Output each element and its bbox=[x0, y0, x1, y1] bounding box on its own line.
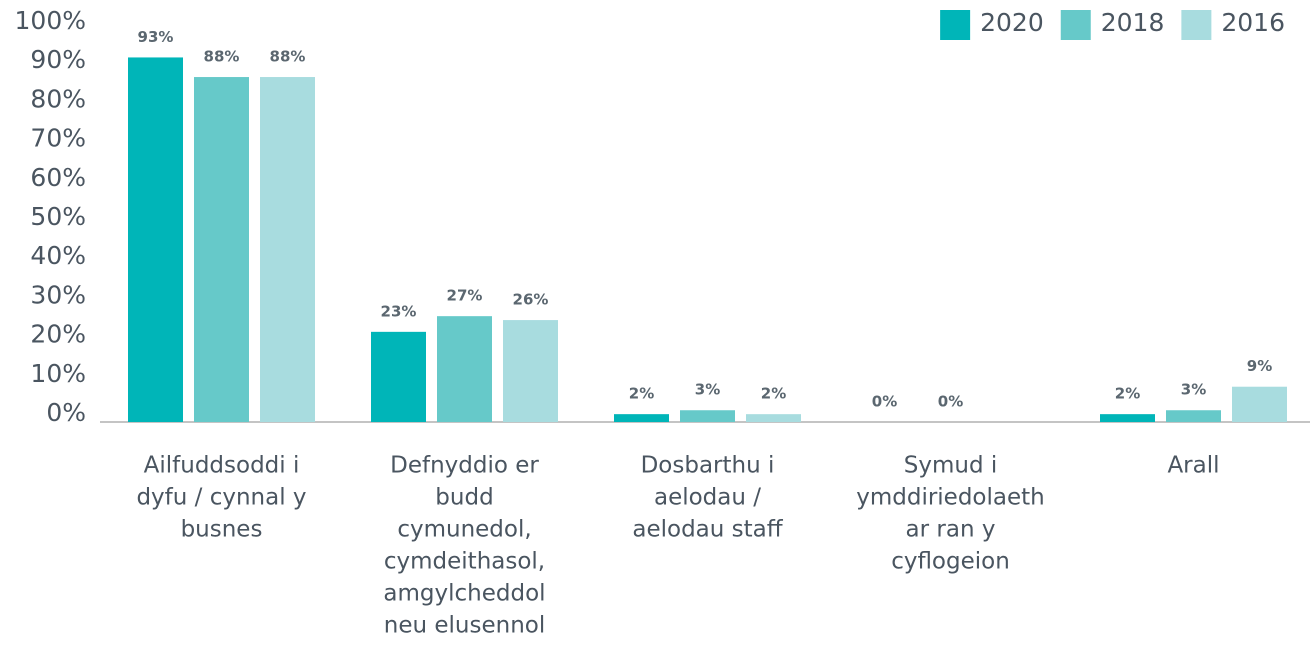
x-tick-label: Defnyddio er bbox=[390, 453, 539, 479]
y-tick-label: 30% bbox=[30, 280, 86, 309]
value-label: 0% bbox=[938, 393, 963, 411]
value-label: 9% bbox=[1247, 357, 1272, 375]
value-label: 2% bbox=[1115, 385, 1140, 403]
bar bbox=[1100, 414, 1155, 422]
bar bbox=[1232, 386, 1287, 422]
bar bbox=[680, 410, 735, 422]
value-label: 3% bbox=[1181, 381, 1206, 399]
x-tick-label: ar ran y bbox=[906, 517, 996, 543]
bar bbox=[194, 77, 249, 422]
value-label: 0% bbox=[872, 393, 897, 411]
x-tick-label: busnes bbox=[181, 517, 263, 543]
legend-swatch bbox=[940, 10, 971, 40]
value-label: 93% bbox=[138, 28, 174, 46]
y-tick-label: 50% bbox=[30, 202, 86, 231]
value-label: 3% bbox=[695, 381, 720, 399]
x-tick-label: Arall bbox=[1167, 453, 1219, 479]
bar bbox=[260, 77, 315, 422]
x-tick-label: Dosbarthu i bbox=[641, 453, 775, 479]
legend-label: 2018 bbox=[1101, 8, 1165, 37]
bar bbox=[614, 414, 669, 422]
value-label: 88% bbox=[204, 48, 240, 66]
legend-swatch bbox=[1060, 10, 1091, 40]
y-tick-label: 10% bbox=[30, 359, 86, 388]
y-tick-label: 80% bbox=[30, 84, 86, 113]
x-tick-label: budd bbox=[435, 485, 493, 511]
y-tick-label: 100% bbox=[15, 6, 86, 35]
x-tick-label: aelodau staff bbox=[632, 517, 783, 543]
bar bbox=[371, 331, 426, 422]
x-tick-label: neu elusennol bbox=[384, 613, 545, 639]
x-tick-label: ymddiriedolaeth bbox=[856, 485, 1045, 511]
y-tick-label: 70% bbox=[30, 124, 86, 153]
x-tick-label: cymdeithasol, bbox=[384, 549, 545, 575]
bar bbox=[1166, 410, 1221, 422]
legend-swatch bbox=[1181, 10, 1212, 40]
bar bbox=[746, 414, 801, 422]
value-label: 23% bbox=[381, 302, 417, 320]
bar bbox=[128, 57, 183, 422]
y-tick-label: 40% bbox=[30, 241, 86, 270]
legend-label: 2020 bbox=[980, 8, 1044, 37]
x-tick-label: Symud i bbox=[904, 453, 998, 479]
bar bbox=[437, 316, 492, 422]
legend-label: 2016 bbox=[1221, 8, 1285, 37]
x-tick-label: aelodau / bbox=[654, 485, 761, 511]
x-tick-label: Ailfuddsoddi i bbox=[144, 453, 300, 479]
value-label: 2% bbox=[761, 385, 786, 403]
y-tick-label: 0% bbox=[46, 398, 86, 427]
x-tick-label: dyfu / cynnal y bbox=[136, 485, 306, 511]
y-tick-label: 20% bbox=[30, 320, 86, 349]
x-tick-label: amgylcheddol bbox=[383, 581, 545, 607]
value-label: 26% bbox=[513, 291, 549, 309]
y-tick-label: 60% bbox=[30, 163, 86, 192]
x-tick-label: cymunedol, bbox=[397, 517, 531, 543]
bar bbox=[503, 320, 558, 422]
y-tick-label: 90% bbox=[30, 45, 86, 74]
value-label: 88% bbox=[270, 48, 306, 66]
x-tick-label: cyflogeion bbox=[891, 549, 1010, 575]
value-label: 2% bbox=[629, 385, 654, 403]
value-label: 27% bbox=[447, 287, 483, 305]
